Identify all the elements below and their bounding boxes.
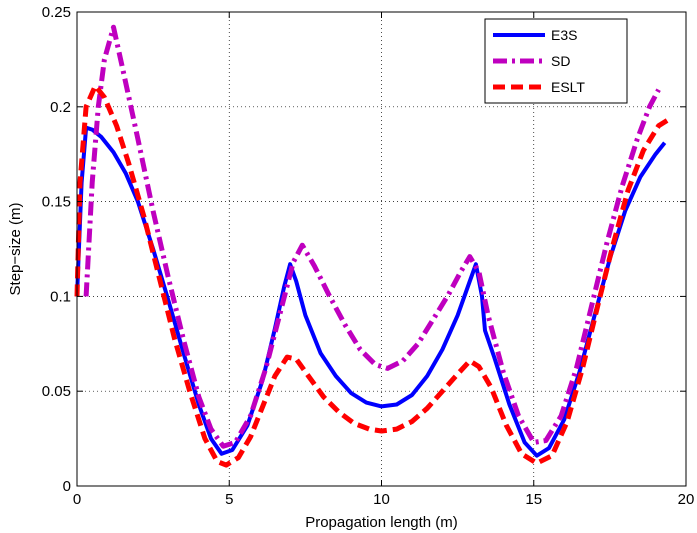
y-tick-label: 0 bbox=[63, 478, 71, 495]
series-line-eslt bbox=[74, 83, 670, 468]
y-axis-title: Step−size (m) bbox=[7, 203, 24, 296]
grid-lines bbox=[77, 12, 686, 486]
x-axis-title: Propagation length (m) bbox=[305, 514, 458, 531]
legend: E3S SD ESLT bbox=[484, 18, 628, 104]
legend-label-sd: SD bbox=[551, 53, 570, 69]
y-tick-label: 0.2 bbox=[50, 99, 71, 116]
y-tick-label: 0.05 bbox=[42, 383, 71, 400]
y-tick-label: 0.1 bbox=[50, 288, 71, 305]
y-tick-label: 0.15 bbox=[42, 194, 71, 211]
series-group bbox=[74, 24, 670, 468]
legend-label-eslt: ESLT bbox=[551, 79, 585, 95]
x-tick-label: 0 bbox=[73, 491, 81, 508]
series-line-sd bbox=[83, 24, 661, 449]
y-tick-label: 0.25 bbox=[42, 4, 71, 21]
x-tick-label: 5 bbox=[225, 491, 233, 508]
x-tick-label: 20 bbox=[678, 491, 695, 508]
x-axis-ticks: 0 5 10 15 20 bbox=[73, 12, 695, 508]
y-axis-ticks: 0 0.05 0.1 0.15 0.2 0.25 bbox=[42, 4, 686, 495]
x-tick-label: 10 bbox=[373, 491, 390, 508]
x-tick-label: 15 bbox=[525, 491, 542, 508]
legend-label-e3s: E3S bbox=[551, 27, 577, 43]
